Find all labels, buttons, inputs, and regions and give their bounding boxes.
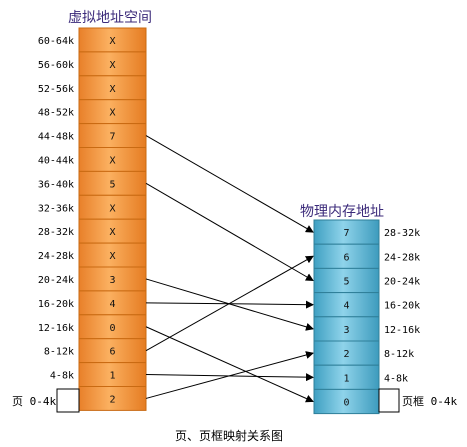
virtual-page-value: X <box>109 203 115 214</box>
virtual-page-value: 2 <box>109 394 115 405</box>
physical-frame-cell <box>313 292 380 318</box>
page-zero-label: 页 0-4k <box>12 395 56 408</box>
virtual-page-range-label: 40-44k <box>38 155 74 166</box>
physical-frame-value: 3 <box>343 325 349 336</box>
physical-frame-cell <box>313 364 380 390</box>
mapping-arrow <box>145 351 314 399</box>
physical-memory-title: 物理内存地址 <box>300 204 384 220</box>
virtual-page-value: 5 <box>109 179 115 190</box>
virtual-page-value: 0 <box>109 323 115 334</box>
physical-frame-range-label: 20-24k <box>384 277 420 288</box>
virtual-page-range-label: 36-40k <box>38 179 74 190</box>
virtual-page-value: X <box>109 251 115 262</box>
virtual-page-range-label: 12-16k <box>38 323 74 334</box>
virtual-page-value: 4 <box>109 299 115 310</box>
virtual-page-value: 7 <box>109 132 115 143</box>
physical-frame-cell <box>313 340 380 366</box>
physical-frame-value: 7 <box>343 228 349 239</box>
virtual-address-space-title: 虚拟地址空间 <box>68 10 152 26</box>
virtual-page-range-label: 56-60k <box>38 60 74 71</box>
virtual-page-value: 1 <box>109 371 115 382</box>
virtual-page-range-label: 24-28k <box>38 251 74 262</box>
physical-frame-value: 0 <box>343 398 349 409</box>
diagram-caption: 页、页框映射关系图 <box>175 428 283 443</box>
physical-frame-range-label: 4-8k <box>384 373 408 384</box>
physical-frame-range-label: 8-12k <box>384 349 414 360</box>
physical-frame-value: 2 <box>343 349 349 360</box>
frame-zero-bracket <box>378 388 400 413</box>
virtual-page-range-label: 28-32k <box>38 227 74 238</box>
physical-frame-range-label: 12-16k <box>384 325 420 336</box>
physical-frame-table: 7 28-32k 6 24-28k 5 20-24k 4 16-20k 3 12-16k 2 8-12… <box>313 219 420 415</box>
virtual-page-value: X <box>109 227 115 238</box>
virtual-page-value: X <box>109 155 115 166</box>
virtual-page-range-label: 48-52k <box>38 108 74 119</box>
physical-frame-range-label: 16-20k <box>384 301 420 312</box>
mapping-arrow <box>145 326 314 403</box>
virtual-page-range-label: 44-48k <box>38 132 74 143</box>
virtual-page-range-label: 16-20k <box>38 299 74 310</box>
physical-frame-cell <box>313 267 380 294</box>
virtual-page-table: X 60-64k X 56-60k X 52-56k X 48-52k 7 44-48k X 40-4… <box>38 27 147 411</box>
mapping-arrow <box>145 255 314 352</box>
virtual-page-range-label: 52-56k <box>38 84 74 95</box>
virtual-page-range-label: 8-12k <box>44 347 74 358</box>
mapping-arrow <box>145 182 314 282</box>
physical-frame-value: 4 <box>343 301 349 312</box>
virtual-page-value: X <box>109 84 115 95</box>
frame-zero-label: 页框 0-4k <box>402 395 457 408</box>
virtual-page-value: X <box>109 108 115 119</box>
virtual-page-range-label: 20-24k <box>38 275 74 286</box>
virtual-page-value: X <box>109 36 115 47</box>
virtual-page-range-label: 32-36k <box>38 203 74 214</box>
physical-frame-value: 6 <box>343 252 349 263</box>
mapping-arrows <box>145 135 314 403</box>
page-zero-bracket <box>56 388 80 413</box>
physical-frame-cell <box>313 243 380 269</box>
physical-frame-range-label: 28-32k <box>384 228 420 239</box>
physical-frame-cell <box>313 316 380 342</box>
virtual-page-value: X <box>109 60 115 71</box>
virtual-page-value: 6 <box>109 347 115 358</box>
mapping-arrow <box>145 135 314 233</box>
physical-frame-value: 1 <box>343 373 349 384</box>
virtual-page-range-label: 4-8k <box>50 371 74 382</box>
physical-frame-cell <box>313 388 380 415</box>
physical-frame-range-label: 24-28k <box>384 252 420 263</box>
virtual-page-range-label: 60-64k <box>38 36 74 47</box>
physical-frame-value: 5 <box>343 277 349 288</box>
virtual-page-value: 3 <box>109 275 115 286</box>
